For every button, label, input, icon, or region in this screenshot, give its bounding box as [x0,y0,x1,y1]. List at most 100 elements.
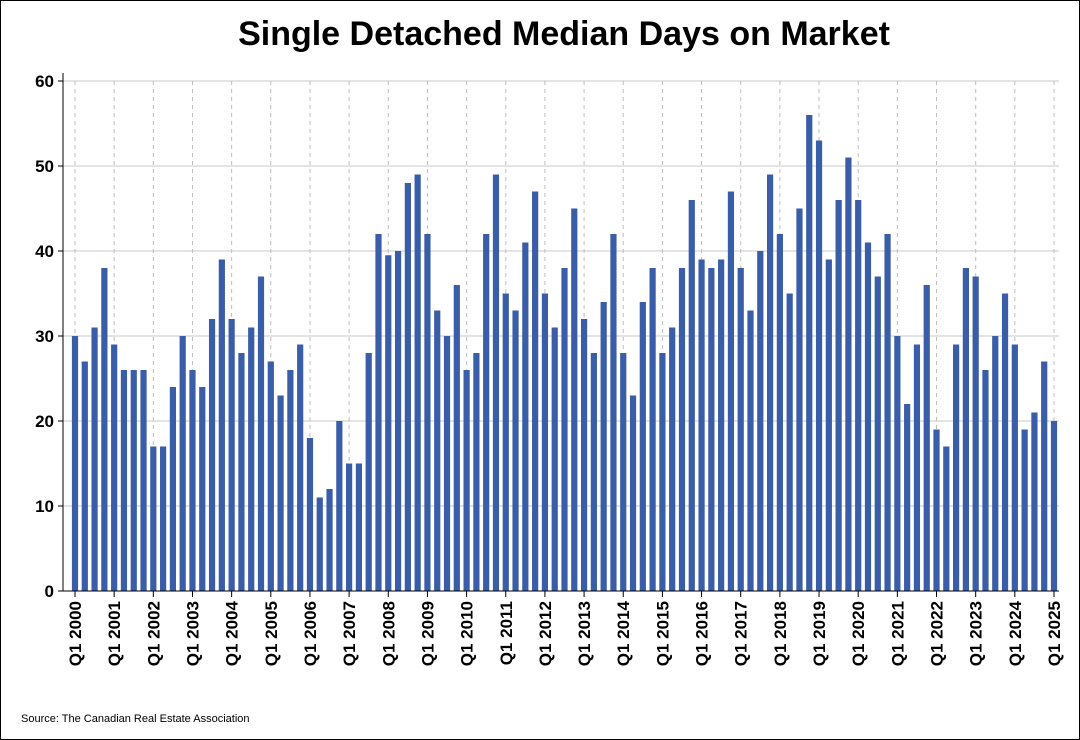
bar [306,438,314,591]
bar [355,463,363,591]
bar [610,234,617,591]
bar [287,370,294,591]
bar [649,268,656,591]
bar [913,344,921,591]
bar [404,183,411,591]
bar [825,259,832,591]
bar [71,336,79,591]
bar [757,251,764,591]
bar [453,285,460,591]
x-tick-label: Q1 2006 [301,601,320,666]
bar [766,174,774,591]
bar [483,234,490,591]
bar [541,293,549,591]
bar [688,200,695,591]
bar [884,234,891,591]
bar [218,259,225,591]
x-tick-label: Q1 2012 [536,601,555,666]
bar [473,353,480,591]
x-tick-label: Q1 2022 [928,601,947,666]
source-note: Source: The Canadian Real Estate Associa… [21,713,250,725]
bar [943,446,950,591]
bar [551,327,558,591]
bar [189,370,196,591]
x-tick-label: Q1 2020 [849,601,868,666]
bar [169,387,176,591]
bar [140,370,147,591]
x-tick-label: Q1 2001 [105,601,124,666]
bar [365,353,372,591]
x-tick-label: Q1 2008 [379,601,398,666]
bar [1031,412,1038,591]
bar [111,344,118,591]
x-tick-label: Q1 2005 [262,601,281,666]
bar [424,234,431,591]
bar [718,259,725,591]
bar [590,353,597,591]
bar [629,395,637,591]
bar [91,327,98,591]
bar [238,353,245,591]
bar [512,310,519,591]
bar [933,429,940,591]
bar [678,268,686,591]
y-tick-label: 0 [45,582,54,601]
bar [492,174,500,591]
bar [727,191,735,591]
bar [786,293,793,591]
bar [580,319,588,591]
bar [962,268,969,591]
bar [101,268,108,591]
bar [326,489,333,591]
bar [532,191,539,591]
x-tick-label: Q1 2009 [418,601,437,666]
x-tick-label: Q1 2004 [223,600,242,666]
x-tick-label: Q1 2015 [653,601,672,666]
bar [248,327,255,591]
x-tick-label: Q1 2000 [66,601,85,666]
bar [1011,344,1018,591]
bar [160,446,167,591]
bar [336,421,343,591]
bar [972,276,979,591]
bar [150,446,157,591]
x-tick-label: Q1 2024 [1006,600,1025,666]
bar [874,276,881,591]
bar [953,344,960,591]
bar [708,268,715,591]
bar [257,276,265,591]
bar [385,255,392,591]
bar [982,370,989,591]
chart-title: Single Detached Median Days on Market [238,15,890,53]
x-tick-label: Q1 2007 [340,601,359,666]
bar [835,200,842,591]
bar [639,302,646,591]
bar [1041,361,1048,591]
bar [277,395,284,591]
bar [855,200,862,591]
bar [199,387,206,591]
x-tick-label: Q1 2018 [771,601,790,666]
bar [1050,421,1058,591]
bar [179,336,186,591]
bar [522,242,529,591]
x-tick-label: Q1 2013 [575,601,594,666]
x-tick-label: Q1 2011 [497,601,516,665]
bar [815,140,823,591]
bar [208,319,216,591]
bar [414,174,421,591]
bar [669,327,676,591]
bar [894,336,901,591]
bar [434,310,441,591]
bar [747,310,754,591]
bar [698,259,705,591]
bar [620,353,627,591]
bar [796,208,803,591]
bar [904,404,911,591]
x-tick-label: Q1 2017 [732,601,751,666]
bar [81,361,88,591]
x-tick-label: Q1 2025 [1045,601,1064,666]
bar [600,302,607,591]
